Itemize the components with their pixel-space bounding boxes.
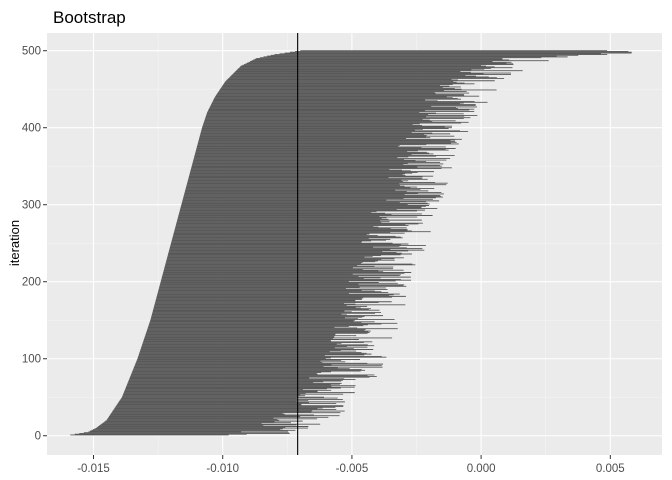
chart-title: Bootstrap bbox=[53, 8, 126, 27]
x-tick-label: -0.005 bbox=[336, 463, 369, 475]
plot-area bbox=[47, 33, 662, 455]
x-tick-label: -0.015 bbox=[77, 463, 110, 475]
y-axis-title: iteration bbox=[7, 220, 22, 266]
x-tick-label: -0.010 bbox=[206, 463, 239, 475]
y-tick-label: 400 bbox=[22, 123, 41, 135]
y-tick-label: 200 bbox=[22, 277, 41, 289]
y-tick-label: 300 bbox=[22, 200, 41, 212]
y-tick-label: 0 bbox=[35, 431, 41, 443]
y-tick-label: 500 bbox=[22, 46, 41, 58]
y-tick-label: 100 bbox=[22, 354, 41, 366]
x-tick-label: 0.005 bbox=[596, 463, 625, 475]
x-tick-label: 0.000 bbox=[467, 463, 496, 475]
interval-bars bbox=[70, 50, 632, 436]
